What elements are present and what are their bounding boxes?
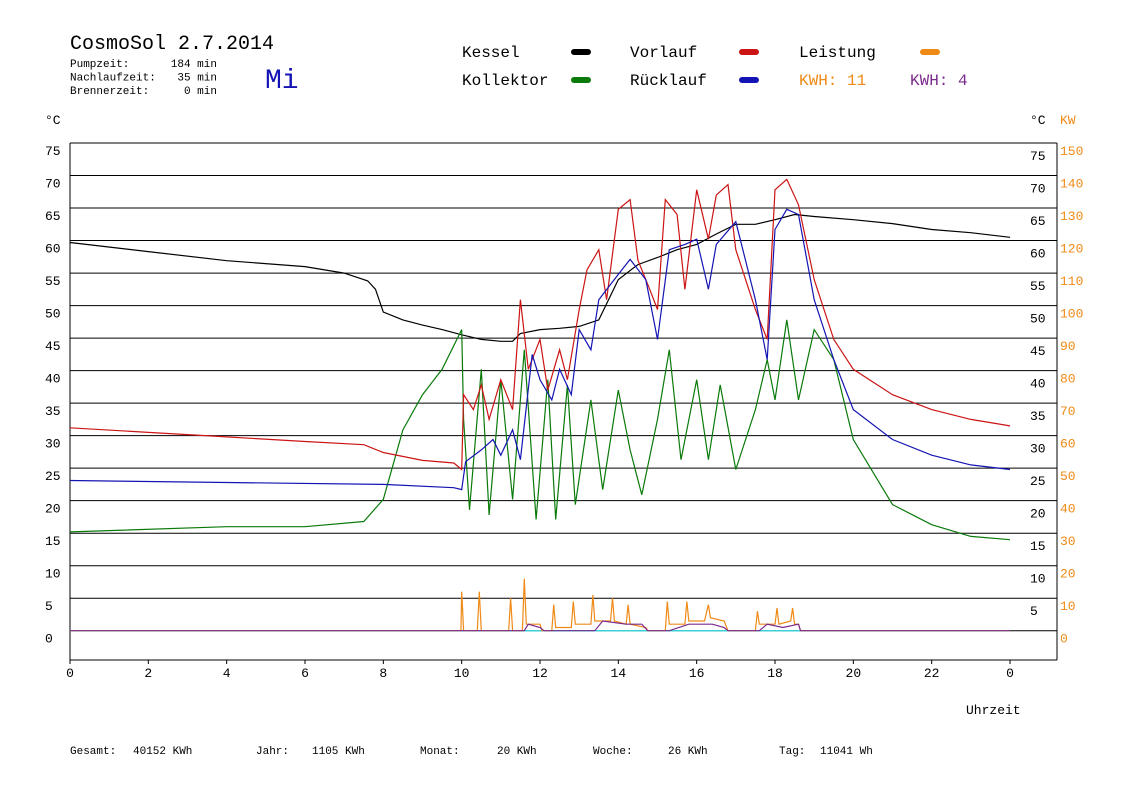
y-unit-right: °C	[1030, 113, 1046, 128]
y-tick-label-right: 65	[1030, 214, 1046, 229]
y-tick-label-right: 15	[1030, 539, 1046, 554]
info-value: 0 min	[184, 86, 217, 98]
y-tick-label-right: 10	[1030, 572, 1046, 587]
y2-tick-label: 60	[1060, 437, 1076, 452]
y-tick-label: 15	[45, 534, 61, 549]
kwh-label: KWH: 4	[910, 72, 968, 90]
legend-label: Kessel	[462, 44, 520, 62]
legend-label: Vorlauf	[630, 44, 697, 62]
x-axis-label: Uhrzeit	[966, 703, 1021, 718]
y-tick-label: 70	[45, 177, 61, 192]
y-tick-label: 75	[45, 144, 61, 159]
y-tick-label: 30	[45, 437, 61, 452]
x-tick-label: 22	[924, 666, 940, 681]
total-label: Gesamt:	[70, 746, 116, 758]
x-tick-label: 2	[144, 666, 152, 681]
total-label: Jahr:	[256, 746, 289, 758]
total-value: 1105 KWh	[312, 746, 365, 758]
x-tick-label: 18	[767, 666, 783, 681]
legend-label: Rücklauf	[630, 72, 707, 90]
y-tick-label: 5	[45, 599, 53, 614]
x-tick-label: 8	[379, 666, 387, 681]
y-tick-label-right: 40	[1030, 377, 1046, 392]
y-tick-label: 20	[45, 502, 61, 517]
y2-tick-label: 50	[1060, 469, 1076, 484]
legend-label: Kollektor	[462, 72, 548, 90]
info-label: Nachlaufzeit:	[70, 73, 156, 85]
y2-tick-label: 150	[1060, 144, 1083, 159]
y-tick-label: 10	[45, 567, 61, 582]
y2-tick-label: 70	[1060, 404, 1076, 419]
y-tick-label: 35	[45, 404, 61, 419]
x-tick-label: 4	[223, 666, 231, 681]
series-line	[70, 620, 1010, 632]
y-tick-label: 60	[45, 242, 61, 257]
y2-tick-label: 100	[1060, 307, 1083, 322]
total-value: 26 KWh	[668, 746, 708, 758]
info-label: Brennerzeit:	[70, 86, 149, 98]
y2-tick-label: 130	[1060, 209, 1083, 224]
y2-tick-label: 110	[1060, 274, 1083, 289]
weekday: Mi	[265, 66, 299, 97]
total-label: Tag:	[779, 746, 805, 758]
y-tick-label-right: 60	[1030, 247, 1046, 262]
y-tick-label: 40	[45, 372, 61, 387]
y-tick-label-right: 5	[1030, 604, 1038, 619]
y-tick-label-right: 25	[1030, 474, 1046, 489]
chart-title: CosmoSol 2.7.2014	[70, 33, 274, 56]
y-tick-label-right: 20	[1030, 507, 1046, 522]
kwh-label: KWH: 11	[799, 72, 866, 90]
x-tick-label: 6	[301, 666, 309, 681]
y2-tick-label: 30	[1060, 534, 1076, 549]
y-tick-label: 65	[45, 209, 61, 224]
y-tick-label-right: 55	[1030, 279, 1046, 294]
y2-tick-label: 90	[1060, 339, 1076, 354]
y-tick-label: 0	[45, 632, 53, 647]
total-label: Woche:	[593, 746, 633, 758]
legend-label: Leistung	[799, 44, 876, 62]
y2-tick-label: 80	[1060, 372, 1076, 387]
series-line	[69, 178, 1011, 471]
x-tick-label: 10	[454, 666, 470, 681]
y-tick-label-right: 45	[1030, 344, 1046, 359]
y2-unit: KW	[1060, 113, 1076, 128]
y-tick-label-right: 50	[1030, 312, 1046, 327]
y2-tick-label: 0	[1060, 632, 1068, 647]
y-tick-label-right: 75	[1030, 149, 1046, 164]
total-value: 20 KWh	[497, 746, 537, 758]
total-value: 11041 Wh	[820, 746, 873, 758]
x-tick-label: 12	[532, 666, 548, 681]
series-line	[69, 319, 1011, 541]
y-tick-label-right: 35	[1030, 409, 1046, 424]
y-tick-label: 50	[45, 307, 61, 322]
x-tick-label: 0	[66, 666, 74, 681]
y-tick-label-right: 30	[1030, 442, 1046, 457]
y-tick-label: 25	[45, 469, 61, 484]
y-tick-label: 55	[45, 274, 61, 289]
info-value: 35 min	[177, 73, 217, 85]
x-tick-label: 14	[611, 666, 627, 681]
y2-tick-label: 20	[1060, 567, 1076, 582]
y2-tick-label: 10	[1060, 599, 1076, 614]
x-tick-label: 16	[689, 666, 705, 681]
y-tick-label: 45	[45, 339, 61, 354]
x-tick-label: 0	[1006, 666, 1014, 681]
y2-tick-label: 140	[1060, 177, 1083, 192]
total-value: 40152 KWh	[133, 746, 192, 758]
y-unit: °C	[45, 113, 61, 128]
y2-tick-label: 40	[1060, 502, 1076, 517]
info-value: 184 min	[171, 59, 217, 71]
total-label: Monat:	[420, 746, 460, 758]
y-tick-label-right: 70	[1030, 182, 1046, 197]
y2-tick-label: 120	[1060, 242, 1083, 257]
x-tick-label: 20	[846, 666, 862, 681]
info-label: Pumpzeit:	[70, 59, 129, 71]
series-line	[69, 208, 1011, 491]
